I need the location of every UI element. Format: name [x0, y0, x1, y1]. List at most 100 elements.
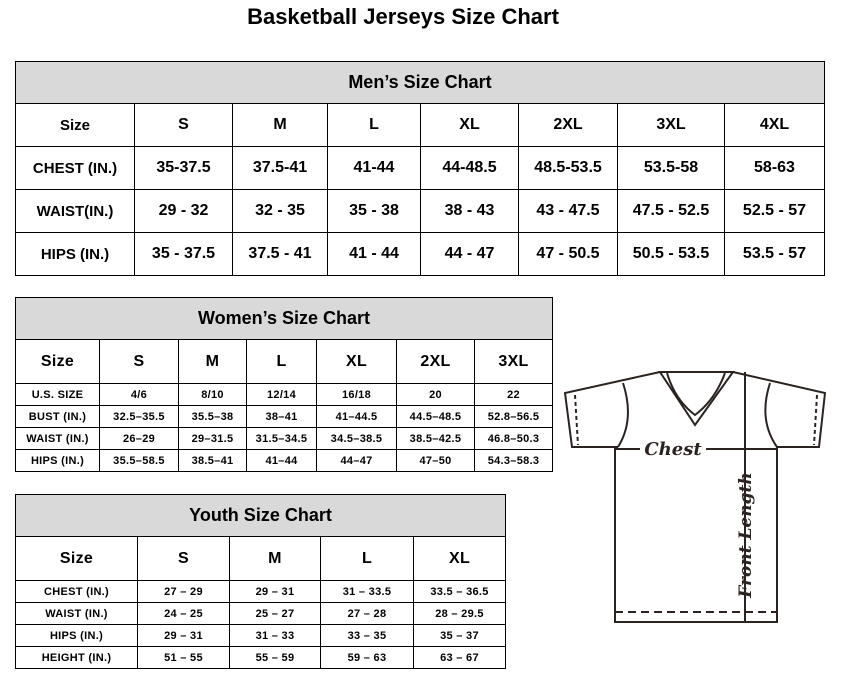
table-row: WAIST (IN.) 24 – 25 25 – 27 27 – 28 28 – 29.…	[15, 602, 507, 625]
table-cell: 32 - 35	[232, 189, 328, 233]
table-row: CHEST (IN.) 27 – 29 29 – 31 31 – 33.5 33.5 –…	[15, 580, 507, 603]
table-cell: 53.5 - 57	[724, 232, 825, 276]
table-cell: 3XL	[617, 103, 725, 147]
table-cell: 41–44	[246, 449, 317, 472]
table-row: HIPS (IN.) 35 - 37.5 37.5 - 41 41 - 44 44 - …	[15, 232, 825, 276]
table-cell: XL	[316, 339, 397, 384]
table-cell: M	[229, 536, 321, 581]
table-cell: 22	[473, 383, 554, 406]
table-cell: L	[327, 103, 421, 147]
table-cell: 50.5 - 53.5	[617, 232, 725, 276]
table-cell: 51 – 55	[137, 646, 230, 669]
table-row: HIPS (IN.) 35.5–58.5 38.5–41 41–44 44–47 47–5…	[15, 449, 554, 472]
size-header-row: Size S M L XL 2XL 3XL 4XL	[15, 103, 825, 147]
table-cell: 8/10	[178, 383, 247, 406]
table-cell: 44 - 47	[420, 232, 519, 276]
table-cell: M	[232, 103, 328, 147]
row-label: HIPS (IN.)	[15, 449, 100, 472]
table-cell: L	[246, 339, 317, 384]
mens-size-table: Men’s Size Chart Size S M L XL 2XL 3XL 4XL CHEST…	[15, 61, 825, 276]
table-cell: 33 – 35	[320, 624, 414, 647]
table-cell: 25 – 27	[229, 602, 321, 625]
table-cell: M	[178, 339, 247, 384]
table-row: HIPS (IN.) 29 – 31 31 – 33 33 – 35 35 – 37	[15, 624, 507, 647]
table-cell: 2XL	[396, 339, 475, 384]
row-label: CHEST (IN.)	[15, 580, 138, 603]
table-cell: XL	[412, 536, 507, 581]
womens-size-table: Women’s Size Chart Size S M L XL 2XL 3XL U.S. S…	[14, 297, 554, 472]
table-cell: 35-37.5	[134, 146, 233, 190]
table-row: CHEST (IN.) 35-37.5 37.5-41 41-44 44-48.5 48.…	[15, 146, 825, 190]
table-cell: 24 – 25	[137, 602, 230, 625]
mens-heading: Men’s Size Chart	[15, 61, 825, 104]
table-cell: 27 – 29	[137, 580, 230, 603]
front-length-label: Front Length	[736, 472, 756, 598]
table-row: U.S. SIZE 4/6 8/10 12/14 16/18 20 22	[15, 383, 554, 406]
table-cell: 53.5-58	[617, 146, 725, 190]
row-label: WAIST (IN.)	[15, 602, 138, 625]
table-row: WAIST (IN.) 26–29 29–31.5 31.5–34.5 34.5–38.…	[15, 427, 554, 450]
row-label: HIPS (IN.)	[15, 232, 135, 276]
table-cell: 47–50	[396, 449, 475, 472]
table-cell: 26–29	[99, 427, 179, 450]
table-cell: 33.5 – 36.5	[412, 580, 507, 603]
table-cell: L	[320, 536, 414, 581]
table-cell: 58-63	[724, 146, 825, 190]
table-cell: 35 - 38	[327, 189, 421, 233]
table-cell: 35 – 37	[412, 624, 507, 647]
table-cell: S	[137, 536, 230, 581]
row-label: WAIST(IN.)	[15, 189, 135, 233]
table-cell: 41–44.5	[316, 405, 397, 428]
table-cell: 29 - 32	[134, 189, 233, 233]
table-cell: 4XL	[724, 103, 825, 147]
table-cell: XL	[420, 103, 519, 147]
table-cell: 28 – 29.5	[412, 602, 507, 625]
row-label: HIPS (IN.)	[15, 624, 138, 647]
row-label: Size	[15, 339, 100, 384]
table-cell: 35.5–38	[178, 405, 247, 428]
row-label: Size	[15, 103, 135, 147]
table-cell: 34.5–38.5	[316, 427, 397, 450]
table-cell: 46.8–50.3	[473, 427, 554, 450]
youth-size-table: Youth Size Chart Size S M L XL CHEST (IN.) 27 …	[14, 494, 507, 669]
table-cell: 44–47	[316, 449, 397, 472]
table-row: WAIST(IN.) 29 - 32 32 - 35 35 - 38 38 - 43 43…	[15, 189, 825, 233]
table-cell: 47.5 - 52.5	[617, 189, 725, 233]
table-cell: 38.5–41	[178, 449, 247, 472]
table-cell: 35 - 37.5	[134, 232, 233, 276]
table-cell: 37.5-41	[232, 146, 328, 190]
row-label: CHEST (IN.)	[15, 146, 135, 190]
table-cell: 47 - 50.5	[518, 232, 618, 276]
table-cell: 41 - 44	[327, 232, 421, 276]
size-header-row: Size S M L XL	[15, 536, 507, 581]
table-cell: 38 - 43	[420, 189, 519, 233]
table-cell: 44.5–48.5	[396, 405, 475, 428]
table-cell: 59 – 63	[320, 646, 414, 669]
table-cell: 37.5 - 41	[232, 232, 328, 276]
table-cell: 4/6	[99, 383, 179, 406]
table-cell: 29–31.5	[178, 427, 247, 450]
table-cell: S	[134, 103, 233, 147]
shirt-outline	[563, 371, 827, 623]
table-cell: 52.8–56.5	[473, 405, 554, 428]
table-cell: 31 – 33	[229, 624, 321, 647]
row-label: Size	[15, 536, 138, 581]
row-label: BUST (IN.)	[15, 405, 100, 428]
table-cell: 20	[396, 383, 475, 406]
table-cell: 12/14	[246, 383, 317, 406]
row-label: HEIGHT (IN.)	[15, 646, 138, 669]
table-cell: 52.5 - 57	[724, 189, 825, 233]
table-cell: 31.5–34.5	[246, 427, 317, 450]
table-cell: 41-44	[327, 146, 421, 190]
row-label: U.S. SIZE	[15, 383, 100, 406]
table-row: BUST (IN.) 32.5–35.5 35.5–38 38–41 41–44.5 44…	[15, 405, 554, 428]
table-cell: S	[99, 339, 179, 384]
table-cell: 3XL	[473, 339, 554, 384]
table-cell: 38.5–42.5	[396, 427, 475, 450]
table-cell: 55 – 59	[229, 646, 321, 669]
chest-label: Chest	[644, 439, 702, 460]
jersey-diagram: Chest Front Length	[563, 371, 827, 623]
table-cell: 63 – 67	[412, 646, 507, 669]
table-cell: 27 – 28	[320, 602, 414, 625]
